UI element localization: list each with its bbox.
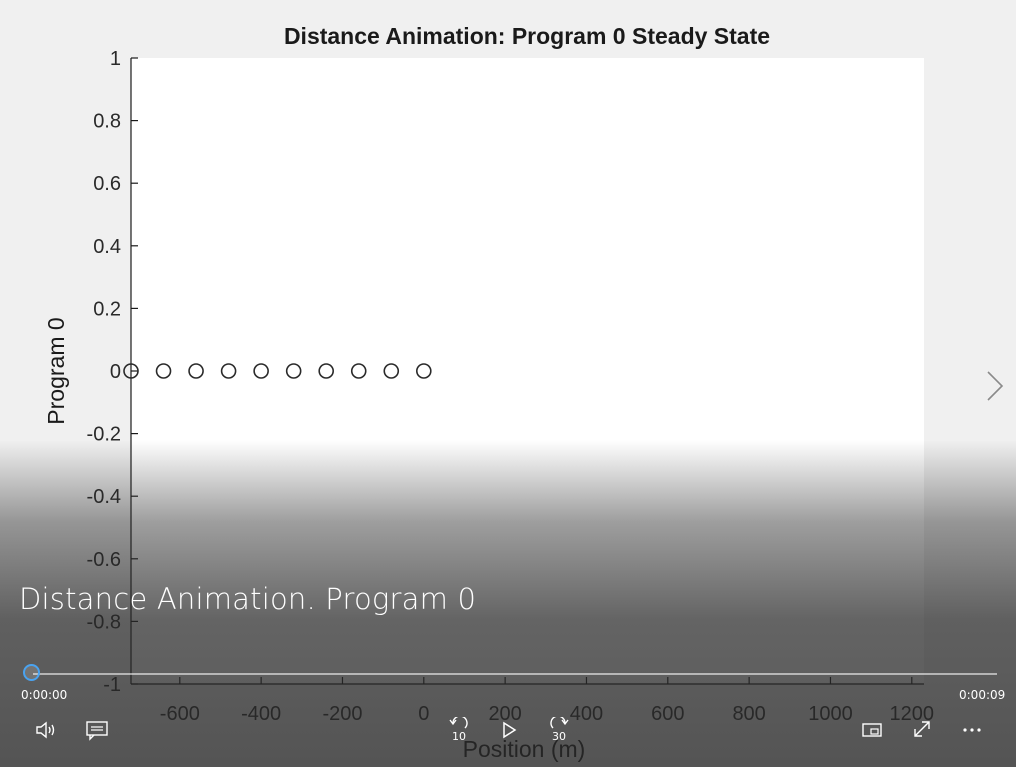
data-point	[188, 363, 204, 379]
total-time: 0:00:09	[959, 688, 1006, 702]
y-tick-label: 0.6	[93, 173, 121, 195]
data-points	[123, 363, 432, 379]
x-tick-label: -400	[241, 703, 281, 725]
seek-thumb[interactable]	[23, 664, 40, 681]
y-tick-label: 0.4	[93, 236, 121, 258]
skip-back-seconds: 10	[452, 730, 466, 743]
data-point	[123, 363, 139, 379]
data-point	[383, 363, 400, 379]
skip-back-button[interactable]: 10	[444, 716, 474, 744]
next-icon[interactable]	[982, 368, 1006, 404]
x-tick-label: 400	[570, 703, 603, 725]
play-button[interactable]	[496, 718, 522, 742]
x-tick-label: -600	[160, 703, 200, 725]
skip-forward-button[interactable]: 30	[544, 716, 574, 744]
skip-back-icon	[449, 717, 468, 729]
mini-view-icon[interactable]	[858, 718, 886, 742]
skip-forward-icon	[550, 717, 569, 729]
y-tick-label: -0.4	[87, 486, 121, 508]
x-tick-label: 600	[651, 703, 684, 725]
data-point	[285, 363, 302, 379]
y-tick-label: 0	[110, 361, 121, 383]
x-tick-label: 800	[732, 703, 765, 725]
seek-bar[interactable]	[33, 673, 997, 675]
y-tick-label: 0.8	[93, 111, 121, 133]
y-tick-label: -0.2	[87, 424, 121, 446]
y-tick-label: -1	[103, 674, 121, 696]
fullscreen-icon[interactable]	[908, 716, 936, 742]
y-tick-label: -0.6	[87, 549, 121, 571]
skip-forward-seconds: 30	[552, 730, 566, 743]
data-point	[318, 363, 335, 379]
y-tick-label: 1	[110, 48, 121, 70]
data-point	[350, 363, 367, 379]
volume-icon[interactable]	[32, 718, 60, 742]
captions-icon[interactable]	[83, 718, 111, 742]
data-point	[220, 363, 237, 379]
x-tick-label: 0	[418, 703, 429, 725]
data-point	[155, 363, 172, 379]
video-title: Distance Animation. Program 0	[19, 582, 477, 616]
chart-title: Distance Animation: Program 0 Steady Sta…	[284, 23, 770, 49]
data-point	[253, 363, 269, 379]
x-tick-label: -200	[322, 703, 362, 725]
more-options-icon[interactable]	[958, 718, 986, 742]
current-time: 0:00:00	[21, 688, 68, 702]
y-axis-label: Program 0	[43, 317, 69, 424]
y-tick-label: 0.2	[93, 298, 121, 320]
x-tick-label: 1000	[808, 703, 853, 725]
data-point	[415, 363, 432, 379]
play-icon	[503, 721, 517, 739]
